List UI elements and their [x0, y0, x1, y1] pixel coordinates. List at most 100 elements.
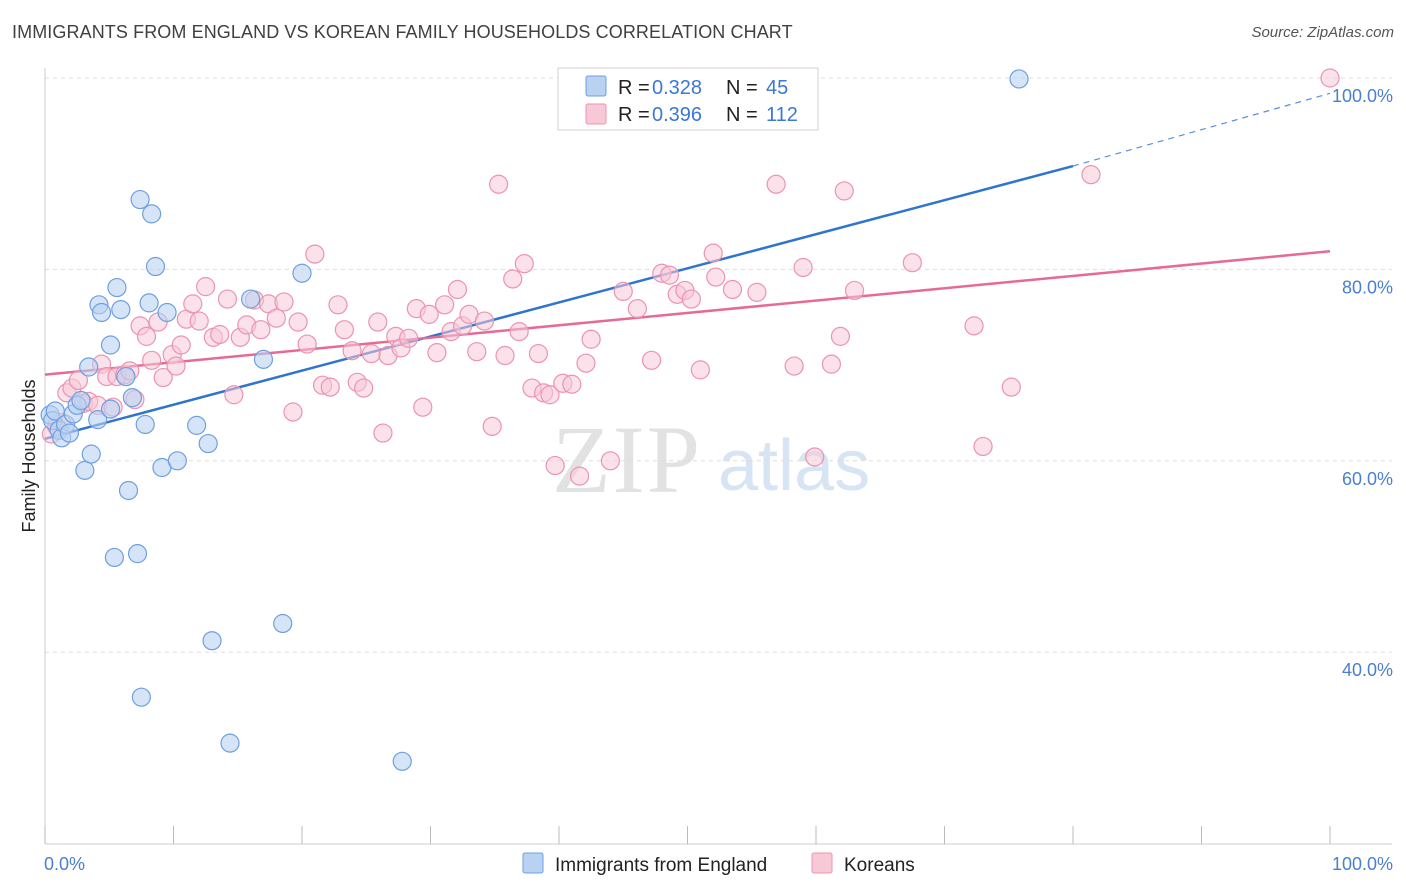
england-point [88, 410, 108, 430]
england-point [130, 189, 150, 210]
bottom-legend-label-england: Immigrants from England [555, 855, 767, 876]
koreans-point [706, 267, 726, 287]
koreans-point [805, 447, 825, 467]
y-tick-label: 80.0% [1342, 277, 1393, 297]
koreans-point [283, 402, 303, 422]
y-tick-label: 40.0% [1342, 660, 1393, 680]
koreans-point [354, 378, 374, 398]
koreans-point [266, 308, 286, 328]
england-point [1009, 69, 1029, 89]
koreans-point [576, 353, 596, 373]
koreans-point [210, 324, 230, 345]
england-point [220, 733, 240, 753]
koreans-point [399, 328, 419, 348]
koreans-point [482, 416, 502, 436]
koreans-point [613, 281, 633, 302]
england-point [273, 613, 293, 634]
koreans-point [747, 282, 767, 302]
legend-n-value-blue: 45 [766, 77, 788, 99]
england-point [187, 415, 207, 435]
watermark-atlas: atlas [718, 426, 870, 506]
koreans-point [834, 181, 854, 201]
tick-labels: 40.0% 60.0% 80.0% 100.0% 0.0% 100.0% [44, 86, 1393, 874]
england-point [135, 414, 155, 435]
bottom-legend-swatch-pink [811, 852, 833, 874]
bottom-legend: Immigrants from England Koreans [522, 852, 915, 876]
england-point [127, 544, 148, 564]
chart-title: IMMIGRANTS FROM ENGLAND VS KOREAN FAMILY… [12, 22, 793, 42]
koreans-point [545, 455, 565, 476]
koreans-point [1081, 165, 1101, 185]
koreans-point [690, 360, 710, 380]
koreans-point [627, 299, 647, 319]
england-point [81, 444, 101, 464]
england-point [131, 687, 151, 707]
england-point [202, 631, 222, 651]
koreans-point [153, 367, 173, 388]
koreans-point [427, 343, 447, 363]
legend-r-label-blue: R = [618, 77, 650, 99]
koreans-point [495, 345, 515, 366]
koreans-point [467, 342, 487, 362]
koreans-point [328, 295, 348, 315]
legend-swatch-blue [585, 75, 607, 97]
koreans-point [373, 423, 393, 443]
koreans-point [722, 279, 743, 300]
grid [45, 77, 1392, 653]
koreans-point [368, 312, 388, 332]
england-points [40, 68, 1029, 771]
england-point [116, 366, 136, 387]
legend-r-value-pink: 0.396 [652, 104, 702, 126]
koreans-point [973, 436, 993, 457]
koreans-point [320, 377, 340, 397]
england-point [118, 480, 139, 501]
koreans-point [447, 279, 468, 300]
england-point [241, 289, 261, 309]
koreans-point [902, 253, 922, 273]
koreans-point [136, 326, 157, 346]
koreans-point [503, 269, 523, 289]
england-point [100, 335, 121, 355]
x-tick-label: 100.0% [1332, 854, 1393, 874]
england-point [145, 256, 166, 277]
england-point [142, 204, 162, 224]
koreans-point [1001, 377, 1021, 397]
koreans-point [68, 370, 89, 391]
koreans-point [528, 344, 549, 364]
koreans-point [581, 329, 601, 349]
axes [44, 68, 1392, 845]
legend-n-value-pink: 112 [766, 104, 798, 126]
england-point [59, 423, 80, 443]
england-point [292, 263, 312, 283]
england-point [392, 751, 412, 771]
koreans-point [641, 350, 662, 370]
koreans-point [821, 354, 842, 374]
legend-swatch-pink [585, 103, 607, 125]
koreans-point [540, 385, 560, 405]
england-point [139, 293, 159, 313]
koreans-points [41, 68, 1340, 486]
koreans-point [183, 294, 203, 314]
england-point [253, 349, 274, 369]
england-point [71, 390, 91, 411]
england-point [79, 357, 99, 377]
england-point [75, 460, 95, 480]
koreans-point [681, 289, 701, 309]
koreans-point [514, 254, 534, 274]
x-tick-label: 0.0% [44, 854, 85, 874]
y-axis-label: Family Households [19, 379, 39, 532]
y-tick-label: 100.0% [1332, 86, 1393, 106]
koreans-point [659, 265, 680, 285]
chart-source: Source: ZipAtlas.com [1251, 24, 1394, 41]
england-point [91, 302, 112, 323]
england-point [104, 547, 124, 568]
bottom-legend-label-koreans: Koreans [844, 855, 915, 876]
england-trend-extension [1072, 92, 1331, 167]
koreans-point [142, 350, 162, 370]
koreans-point [189, 311, 209, 331]
koreans-point [569, 466, 590, 486]
koreans-point [251, 320, 271, 340]
koreans-point [703, 243, 723, 263]
england-point [107, 277, 127, 298]
koreans-point [435, 295, 455, 315]
